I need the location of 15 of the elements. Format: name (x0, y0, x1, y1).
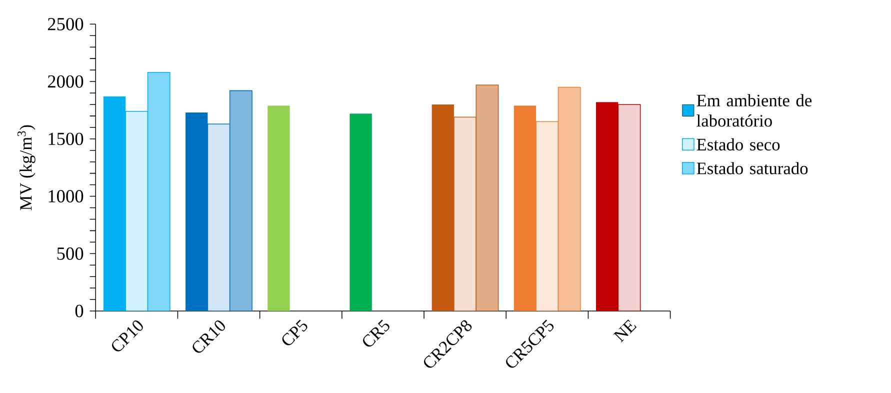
bar (350, 114, 372, 311)
bar (268, 106, 290, 311)
legend-label: Estado seco (696, 138, 780, 150)
x-tick-label: CP5 (282, 320, 308, 346)
x-tick-label: CR5 (363, 320, 390, 347)
x-tick-label: NE (613, 320, 637, 342)
y-tick-label: 2500 (48, 18, 84, 30)
legend-label: Estado saturado (696, 162, 808, 174)
y-tick-label: 0 (75, 304, 84, 318)
legend-label: Em ambiente de laboratório (696, 94, 812, 127)
y-tick-label: 1000 (48, 190, 84, 202)
y-tick-label: 500 (57, 247, 84, 260)
y-tick-label: 2000 (48, 75, 84, 88)
y-tick-label: 1500 (48, 132, 84, 146)
y-axis-title: MV (kg/m$^{3}$) (18, 125, 36, 210)
